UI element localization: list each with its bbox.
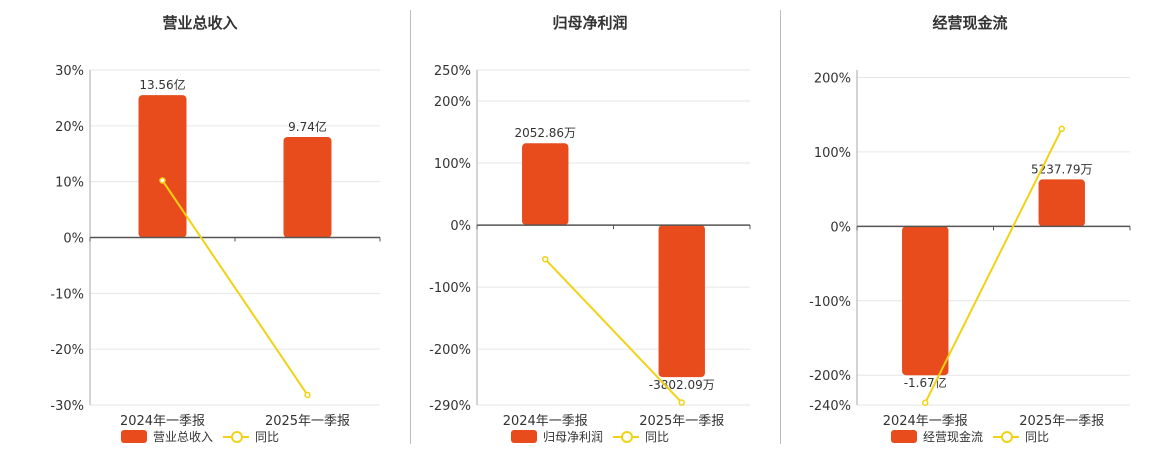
yoy-point	[678, 399, 685, 406]
bar-data-label: 2052.86万	[514, 126, 576, 140]
x-tick-label: 2024年一季报	[120, 414, 205, 429]
y-tick-label: 100%	[434, 157, 471, 172]
bar	[902, 226, 949, 376]
chart-legend: 归母净利润 同比	[400, 428, 780, 445]
legend-bar-swatch	[510, 430, 537, 443]
chart-svg-cash-flow: 200% 100% 0% -100% -200% -240% 2024年一季报 2025年一季…	[809, 70, 1131, 429]
y-tick-label: -10%	[50, 287, 84, 302]
chart-title: 归母净利润	[552, 14, 628, 32]
legend-label: 同比	[255, 430, 280, 444]
yoy-point	[1058, 125, 1065, 133]
chart-title: 营业总收入	[162, 14, 238, 32]
bar-data-label: 9.74亿	[288, 119, 327, 134]
y-tick-label: 200%	[814, 71, 851, 86]
y-tick-label: 200%	[434, 95, 471, 110]
y-tick-label: -100%	[809, 295, 851, 310]
legend-item-line[interactable]: 同比	[613, 428, 669, 445]
x-tick-label: 2025年一季报	[639, 414, 724, 429]
y-tick-label: 0%	[450, 219, 471, 234]
y-tick-label: 0%	[63, 232, 84, 247]
yoy-point	[304, 391, 311, 399]
y-tick-label: -200%	[809, 369, 851, 384]
bar-data-label: -1.67亿	[904, 375, 947, 390]
x-tick-label: 2024年一季报	[503, 414, 588, 429]
x-tick-label: 2025年一季报	[1019, 414, 1104, 429]
legend-label: 归母净利润	[542, 430, 603, 444]
y-tick-label: 10%	[55, 176, 84, 191]
bar	[283, 137, 332, 238]
y-tick-label: -290%	[429, 399, 471, 414]
y-tick-label: 20%	[55, 120, 84, 135]
yoy-point	[542, 255, 549, 263]
panel-divider	[410, 10, 411, 444]
chart-legend: 经营现金流 同比	[780, 428, 1160, 445]
yoy-line	[161, 179, 309, 396]
chart-legend: 营业总收入 同比	[0, 428, 400, 445]
y-tick-label: -240%	[809, 399, 851, 414]
legend-item-bar[interactable]: 经营现金流	[890, 428, 983, 445]
legend-label: 同比	[1025, 430, 1050, 444]
bar-data-label: -3802.09万	[649, 378, 715, 392]
legend-item-bar[interactable]: 营业总收入	[120, 428, 213, 445]
bar-data-label: 5237.79万	[1031, 162, 1093, 176]
yoy-line	[544, 258, 683, 404]
bar	[138, 95, 187, 238]
legend-line-swatch	[223, 430, 249, 443]
legend-bar-swatch	[120, 430, 147, 443]
x-tick-label: 2024年一季报	[883, 414, 968, 429]
y-tick-label: -100%	[429, 281, 471, 296]
chart-svg-net-profit: 250% 200% 100% 0% -100% -200% -290% 2024年一季报 202…	[429, 64, 751, 429]
bar	[658, 225, 705, 378]
chart-panel-cash-flow: 经营现金流 200% 100% 0% -100% -200% -240% 2024年一季报 2…	[780, 0, 1160, 450]
bar-data-label: 13.56亿	[139, 77, 185, 92]
legend-line-swatch	[993, 430, 1019, 443]
legend-item-bar[interactable]: 归母净利润	[510, 428, 603, 445]
x-tick-label: 2025年一季报	[265, 414, 350, 429]
legend-item-line[interactable]: 同比	[993, 428, 1049, 445]
legend-bar-swatch	[890, 430, 917, 443]
panel-divider	[780, 10, 781, 444]
legend-label: 同比	[645, 430, 670, 444]
bar	[522, 143, 569, 226]
legend-label: 经营现金流	[922, 430, 983, 444]
yoy-line	[924, 128, 1063, 404]
y-tick-label: 100%	[814, 146, 851, 161]
yoy-point	[159, 177, 166, 184]
y-tick-label: 0%	[830, 220, 851, 235]
y-tick-label: -200%	[429, 343, 471, 358]
chart-svg-revenue: 30% 20% 10% 0% -10% -20% -30% 2024年一季报 2025年一季报 1…	[50, 64, 381, 429]
chart-panel-revenue: 营业总收入 30% 20% 10% 0% -10% -20% -30% 2024年一季报 202…	[0, 0, 400, 450]
legend-item-line[interactable]: 同比	[223, 428, 279, 445]
y-tick-label: -20%	[50, 343, 84, 358]
legend-line-swatch	[613, 430, 639, 443]
bar	[1038, 179, 1085, 227]
yoy-point	[922, 399, 929, 407]
y-tick-label: 250%	[434, 64, 471, 79]
y-tick-label: -30%	[50, 399, 84, 414]
chart-panel-net-profit: 归母净利润 250% 200% 100% 0% -100% -200% -290% 2024年…	[400, 0, 780, 450]
y-tick-label: 30%	[55, 64, 84, 79]
chart-title: 经营现金流	[932, 14, 1008, 32]
legend-label: 营业总收入	[152, 430, 213, 444]
